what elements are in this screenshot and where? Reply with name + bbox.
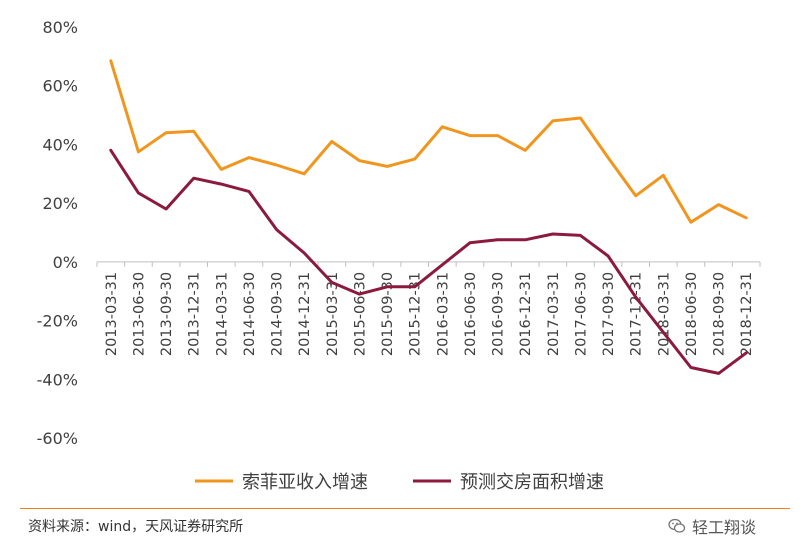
y-tick-label: 20% — [42, 194, 78, 213]
x-tick-label: 2017-12-31 — [629, 272, 645, 356]
x-tick-label: 2017-06-30 — [573, 272, 589, 356]
x-tick-label: 2015-06-30 — [352, 272, 368, 356]
wechat-icon — [668, 518, 686, 533]
series-line-1 — [109, 59, 748, 224]
y-tick-label: 40% — [42, 135, 78, 154]
y-tick-label: 0% — [53, 253, 78, 272]
y-tick-label: -40% — [37, 370, 78, 389]
x-tick-label: 2014-12-31 — [297, 272, 313, 356]
legend-label: 预测交房面积增速 — [460, 472, 604, 493]
y-tick-label: 60% — [42, 77, 78, 96]
series-group — [109, 59, 748, 375]
x-tick-label: 2016-03-31 — [435, 272, 451, 356]
y-tick-label: -60% — [37, 429, 78, 448]
x-tick-label: 2013-12-31 — [187, 272, 203, 356]
brand-name: 轻工翔谈 — [692, 518, 757, 537]
x-tick-label: 2015-09-30 — [380, 272, 396, 356]
x-tick-label: 2017-03-31 — [546, 272, 562, 356]
y-tick-label: -20% — [37, 312, 78, 331]
x-tick-label: 2014-03-31 — [214, 272, 230, 356]
x-tick-label: 2016-09-30 — [491, 272, 507, 356]
y-axis: 80% 60% 40% 20% 0% -20% -40% -60% — [37, 18, 78, 448]
x-tick-label: 2013-06-30 — [131, 272, 147, 356]
legend-label: 索菲亚收入增速 — [242, 472, 368, 493]
x-tick-label: 2013-03-31 — [104, 272, 120, 356]
line-chart: 80%60%40%20%0%-20%-40%-60% 2013-03-31 201… — [37, 18, 761, 493]
x-tick-label: 2018-09-30 — [712, 272, 728, 356]
legend: 索菲亚收入增速 预测交房面积增速 — [195, 472, 604, 493]
x-tick-label: 2016-06-30 — [463, 272, 479, 356]
x-tick-label: 2014-09-30 — [270, 272, 286, 356]
x-tick-label: 2013-09-30 — [159, 272, 175, 356]
brand-mark: 轻工翔谈 — [668, 514, 756, 538]
x-tick-label: 2014-06-30 — [242, 272, 258, 356]
x-tick-label: 2015-12-31 — [408, 272, 424, 356]
series-line-2 — [109, 148, 748, 375]
x-tick-label: 2018-06-30 — [684, 272, 700, 356]
x-tick-label: 2017-09-30 — [601, 272, 617, 356]
x-tick-label: 2016-12-31 — [518, 272, 534, 356]
source-note: 资料来源：wind，天风证券研究所 — [28, 519, 244, 535]
y-tick-label: 80% — [42, 18, 78, 37]
x-tick-label: 2015-03-31 — [325, 272, 341, 356]
footer-divider — [20, 508, 790, 509]
x-tick-label: 2018-12-31 — [739, 272, 755, 356]
x-axis: 2013-03-31 2013-06-30 2013-09-30 2013-12-31… — [96, 261, 761, 356]
x-tick-label: 2018-03-31 — [656, 272, 672, 356]
